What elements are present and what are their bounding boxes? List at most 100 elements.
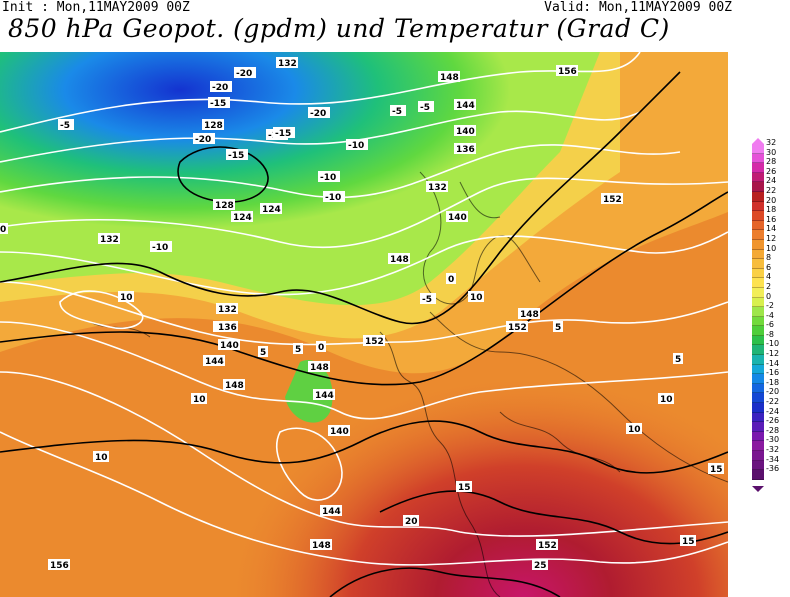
- temperature-label-box: [456, 481, 472, 492]
- geopotential-label: 136: [218, 323, 237, 333]
- legend-value: -24: [766, 406, 780, 416]
- geopotential-label-box: [313, 389, 335, 400]
- geopotential-label: 140: [448, 213, 467, 223]
- legend-value: 4: [766, 272, 772, 282]
- temperature-label-box: [191, 393, 207, 404]
- legend-value: 32: [766, 138, 777, 147]
- temperature-label-box: [553, 321, 563, 332]
- temperature-label: -10: [325, 193, 341, 203]
- legend-value: 0: [766, 291, 772, 301]
- geopotential-label-box: [328, 425, 350, 436]
- temperature-label: 10: [120, 293, 133, 303]
- geopotential-label: 132: [218, 305, 237, 315]
- legend-value: -10: [766, 339, 780, 349]
- temperature-label: -5: [60, 121, 70, 131]
- legend-bottom-arrow: [752, 486, 764, 492]
- legend-swatch: [752, 201, 764, 212]
- temperature-label-box: [658, 393, 674, 404]
- temperature-label: -15: [275, 129, 291, 139]
- legend-swatch: [752, 191, 764, 202]
- geopotential-label: 148: [310, 363, 329, 373]
- legend-swatch: [752, 211, 764, 221]
- temperature-label: -20: [310, 109, 326, 119]
- temperature-label: -10: [348, 141, 364, 151]
- temperature-label: -20: [236, 69, 252, 79]
- legend-value: 28: [766, 157, 777, 167]
- geopotential-label: 128: [204, 121, 223, 131]
- legend-swatch: [752, 249, 764, 260]
- geopotential-label-box: [218, 339, 240, 350]
- geopotential-label-box: [454, 143, 476, 154]
- temperature-label-box: [626, 423, 642, 434]
- temperature-label: -20: [212, 83, 228, 93]
- legend-value: 2: [766, 281, 772, 291]
- legend-value: -34: [766, 454, 780, 464]
- geopotential-label-box: [601, 193, 623, 204]
- temperature-label-box: [673, 353, 683, 364]
- geopotential-label-box: [320, 505, 342, 516]
- geopotential-label: 132: [100, 235, 119, 245]
- geopotential-label-box: [363, 335, 385, 346]
- geopotential-label: 152: [365, 337, 384, 347]
- geopotential-label-box: [518, 308, 540, 319]
- temperature-label: 10: [628, 425, 641, 435]
- temperature-label: 0: [448, 275, 454, 285]
- geopotential-label: 152: [508, 323, 527, 333]
- geopotential-label: 124: [262, 205, 281, 215]
- legend-labels: 32 30 28 26 24 22 20 18 16 14 12 10 8 6 4 2 0 -2 -4 -6 -8 -10…: [766, 138, 779, 474]
- legend-swatch: [752, 355, 764, 365]
- legend-swatch: [752, 383, 764, 394]
- legend-value: 6: [766, 262, 772, 272]
- temperature-label-box: [308, 107, 330, 118]
- geopotential-label: 140: [456, 127, 475, 137]
- temperature-label-box: [346, 139, 368, 150]
- geopotential-label: 148: [390, 255, 409, 265]
- geopotential-label: 152: [538, 541, 557, 551]
- temperature-label-box: [258, 346, 268, 357]
- temperature-label: -5: [422, 295, 432, 305]
- geopotential-label-box: [48, 559, 70, 570]
- legend-colorbar: [752, 144, 764, 480]
- geopotential-label-box: [216, 303, 238, 314]
- legend-swatch: [752, 470, 764, 480]
- legend-value: 24: [766, 176, 777, 186]
- temperature-label: 25: [534, 561, 547, 571]
- legend-value: 10: [766, 243, 777, 253]
- header-bar: Init : Mon,11MAY2009 00Z Valid: Mon,11MA…: [0, 0, 790, 16]
- temperature-label: 10: [470, 293, 483, 303]
- geopotential-label-box: [308, 361, 330, 372]
- legend-value: 22: [766, 185, 777, 195]
- geopotential-label: 148: [520, 310, 539, 320]
- temperature-label-box: [403, 515, 419, 526]
- legend-value: -22: [766, 397, 780, 407]
- legend-value: 8: [766, 253, 772, 263]
- geopotential-label-box: [98, 233, 120, 244]
- legend-swatch: [752, 374, 764, 384]
- legend-swatch: [752, 153, 764, 164]
- legend-value: -4: [766, 310, 774, 320]
- temperature-label: 20: [405, 517, 418, 527]
- geopotential-label-box: [203, 355, 225, 366]
- geopotential-label: 148: [312, 541, 331, 551]
- temperature-label: 15: [682, 537, 695, 547]
- geopotential-label-box: [454, 99, 476, 110]
- legend-swatch: [752, 259, 764, 269]
- temperature-label: 0: [0, 225, 6, 235]
- temperature-label: -10: [320, 173, 336, 183]
- temperature-label: 15: [458, 483, 471, 493]
- geopotential-label-box: [536, 539, 558, 550]
- temperature-label-box: [420, 293, 436, 304]
- legend-swatch: [752, 422, 764, 432]
- legend-value: -28: [766, 425, 780, 435]
- temperature-label: 15: [710, 465, 723, 475]
- temperature-label-box: [150, 241, 172, 252]
- geopotential-label-box: [454, 125, 476, 136]
- legend-swatch: [752, 431, 764, 442]
- geopotential-label: 144: [322, 507, 341, 517]
- legend-swatch: [752, 297, 764, 308]
- geopotential-label-box: [231, 211, 253, 222]
- legend-value: -2: [766, 301, 774, 311]
- legend-value: -6: [766, 320, 774, 330]
- geopotential-label: 148: [440, 73, 459, 83]
- legend-swatch: [752, 278, 764, 288]
